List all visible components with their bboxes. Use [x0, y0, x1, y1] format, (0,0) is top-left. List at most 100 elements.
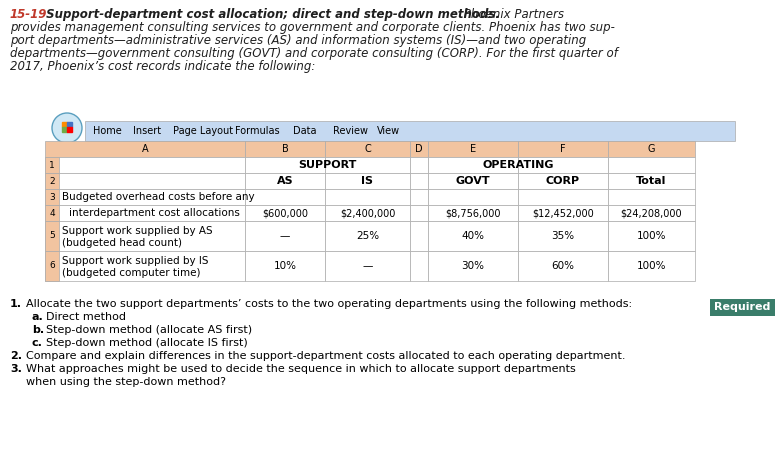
Bar	[245, 205, 325, 221]
Bar	[428, 157, 518, 173]
Text: Support-department cost allocation; direct and step-down methods.: Support-department cost allocation; dire…	[42, 8, 500, 21]
Text: departments—government consulting (GOVT) and corporate consulting (CORP). For th: departments—government consulting (GOVT)…	[10, 47, 618, 60]
Text: 2: 2	[49, 177, 55, 186]
Text: 10%: 10%	[274, 261, 296, 271]
Text: interdepartment cost allocations: interdepartment cost allocations	[69, 208, 240, 218]
Text: 100%: 100%	[636, 231, 666, 241]
Text: Data: Data	[293, 126, 317, 136]
Bar	[518, 189, 608, 205]
Text: provides management consulting services to government and corporate clients. Pho: provides management consulting services …	[10, 21, 615, 34]
Bar	[428, 251, 518, 281]
Text: (budgeted computer time): (budgeted computer time)	[62, 267, 200, 278]
Text: Step-down method (allocate IS first): Step-down method (allocate IS first)	[46, 338, 248, 348]
Bar	[45, 251, 59, 281]
Bar	[325, 205, 410, 221]
Text: 15-19: 15-19	[10, 8, 48, 21]
Bar	[325, 251, 410, 281]
Text: Step-down method (allocate AS first): Step-down method (allocate AS first)	[46, 325, 252, 335]
Bar	[67, 122, 72, 127]
Bar	[710, 299, 775, 316]
Text: 2017, Phoenix’s cost records indicate the following:: 2017, Phoenix’s cost records indicate th…	[10, 60, 315, 73]
Bar	[608, 189, 695, 205]
Text: 100%: 100%	[636, 261, 666, 271]
Text: GOVT: GOVT	[456, 176, 491, 186]
Bar	[428, 141, 518, 157]
Bar	[62, 122, 67, 127]
Text: 5: 5	[49, 232, 55, 241]
Bar	[45, 189, 245, 205]
Text: 30%: 30%	[462, 261, 484, 271]
Text: Total: Total	[636, 176, 667, 186]
Bar	[518, 173, 608, 189]
Bar	[518, 205, 608, 221]
Text: port departments—administrative services (AS) and information systems (IS)—and t: port departments—administrative services…	[10, 34, 587, 47]
Bar	[325, 157, 410, 173]
Text: 40%: 40%	[462, 231, 484, 241]
Text: Home: Home	[93, 126, 122, 136]
Text: Support work supplied by IS: Support work supplied by IS	[62, 256, 208, 266]
Bar	[45, 205, 59, 221]
Text: D: D	[415, 144, 423, 154]
Text: Direct method: Direct method	[46, 312, 126, 322]
Text: —: —	[363, 261, 373, 271]
Text: $2,400,000: $2,400,000	[340, 208, 395, 218]
Text: 6: 6	[49, 261, 55, 271]
Bar	[45, 173, 245, 189]
Bar	[325, 221, 410, 251]
Text: AS: AS	[277, 176, 293, 186]
Text: Support work supplied by AS: Support work supplied by AS	[62, 226, 213, 235]
Text: OPERATING: OPERATING	[482, 160, 554, 170]
Text: Page Layout: Page Layout	[173, 126, 233, 136]
Bar	[45, 173, 59, 189]
Text: 2.: 2.	[10, 351, 22, 361]
Text: $600,000: $600,000	[262, 208, 308, 218]
Bar	[245, 221, 325, 251]
Bar	[325, 189, 410, 205]
Bar	[428, 173, 518, 189]
Bar	[428, 221, 518, 251]
Bar	[518, 141, 608, 157]
Bar	[245, 251, 325, 281]
Text: C: C	[364, 144, 370, 154]
Text: View: View	[377, 126, 400, 136]
Text: G: G	[647, 144, 655, 154]
Bar	[45, 221, 59, 251]
Text: 1: 1	[49, 160, 55, 170]
Text: What approaches might be used to decide the sequence in which to allocate suppor: What approaches might be used to decide …	[26, 364, 576, 374]
Bar	[428, 189, 518, 205]
Text: 3.: 3.	[10, 364, 22, 374]
Text: when using the step-down method?: when using the step-down method?	[26, 377, 226, 387]
Bar	[62, 127, 67, 132]
Text: 4: 4	[49, 209, 55, 218]
Bar	[45, 251, 245, 281]
Text: b.: b.	[32, 325, 44, 335]
Text: a.: a.	[32, 312, 44, 322]
Bar	[428, 205, 518, 221]
Bar	[608, 221, 695, 251]
Bar	[45, 157, 59, 173]
Text: Required: Required	[714, 303, 771, 313]
Text: 1.: 1.	[10, 299, 22, 309]
Bar	[245, 173, 325, 189]
Text: c.: c.	[32, 338, 43, 348]
Bar	[410, 205, 428, 221]
Bar	[410, 251, 428, 281]
Text: SUPPORT: SUPPORT	[298, 160, 356, 170]
Text: 3: 3	[49, 193, 55, 202]
Text: Review: Review	[333, 126, 368, 136]
Text: E: E	[470, 144, 476, 154]
Bar	[608, 205, 695, 221]
Text: A: A	[142, 144, 148, 154]
Text: Insert: Insert	[133, 126, 161, 136]
Bar	[608, 251, 695, 281]
Bar	[245, 141, 325, 157]
Circle shape	[52, 113, 82, 143]
Text: 35%: 35%	[551, 231, 575, 241]
Text: CORP: CORP	[546, 176, 580, 186]
Bar	[325, 141, 410, 157]
Bar	[245, 157, 325, 173]
Bar	[45, 189, 59, 205]
Text: —: —	[280, 231, 290, 241]
Bar	[608, 157, 695, 173]
Bar	[325, 173, 410, 189]
